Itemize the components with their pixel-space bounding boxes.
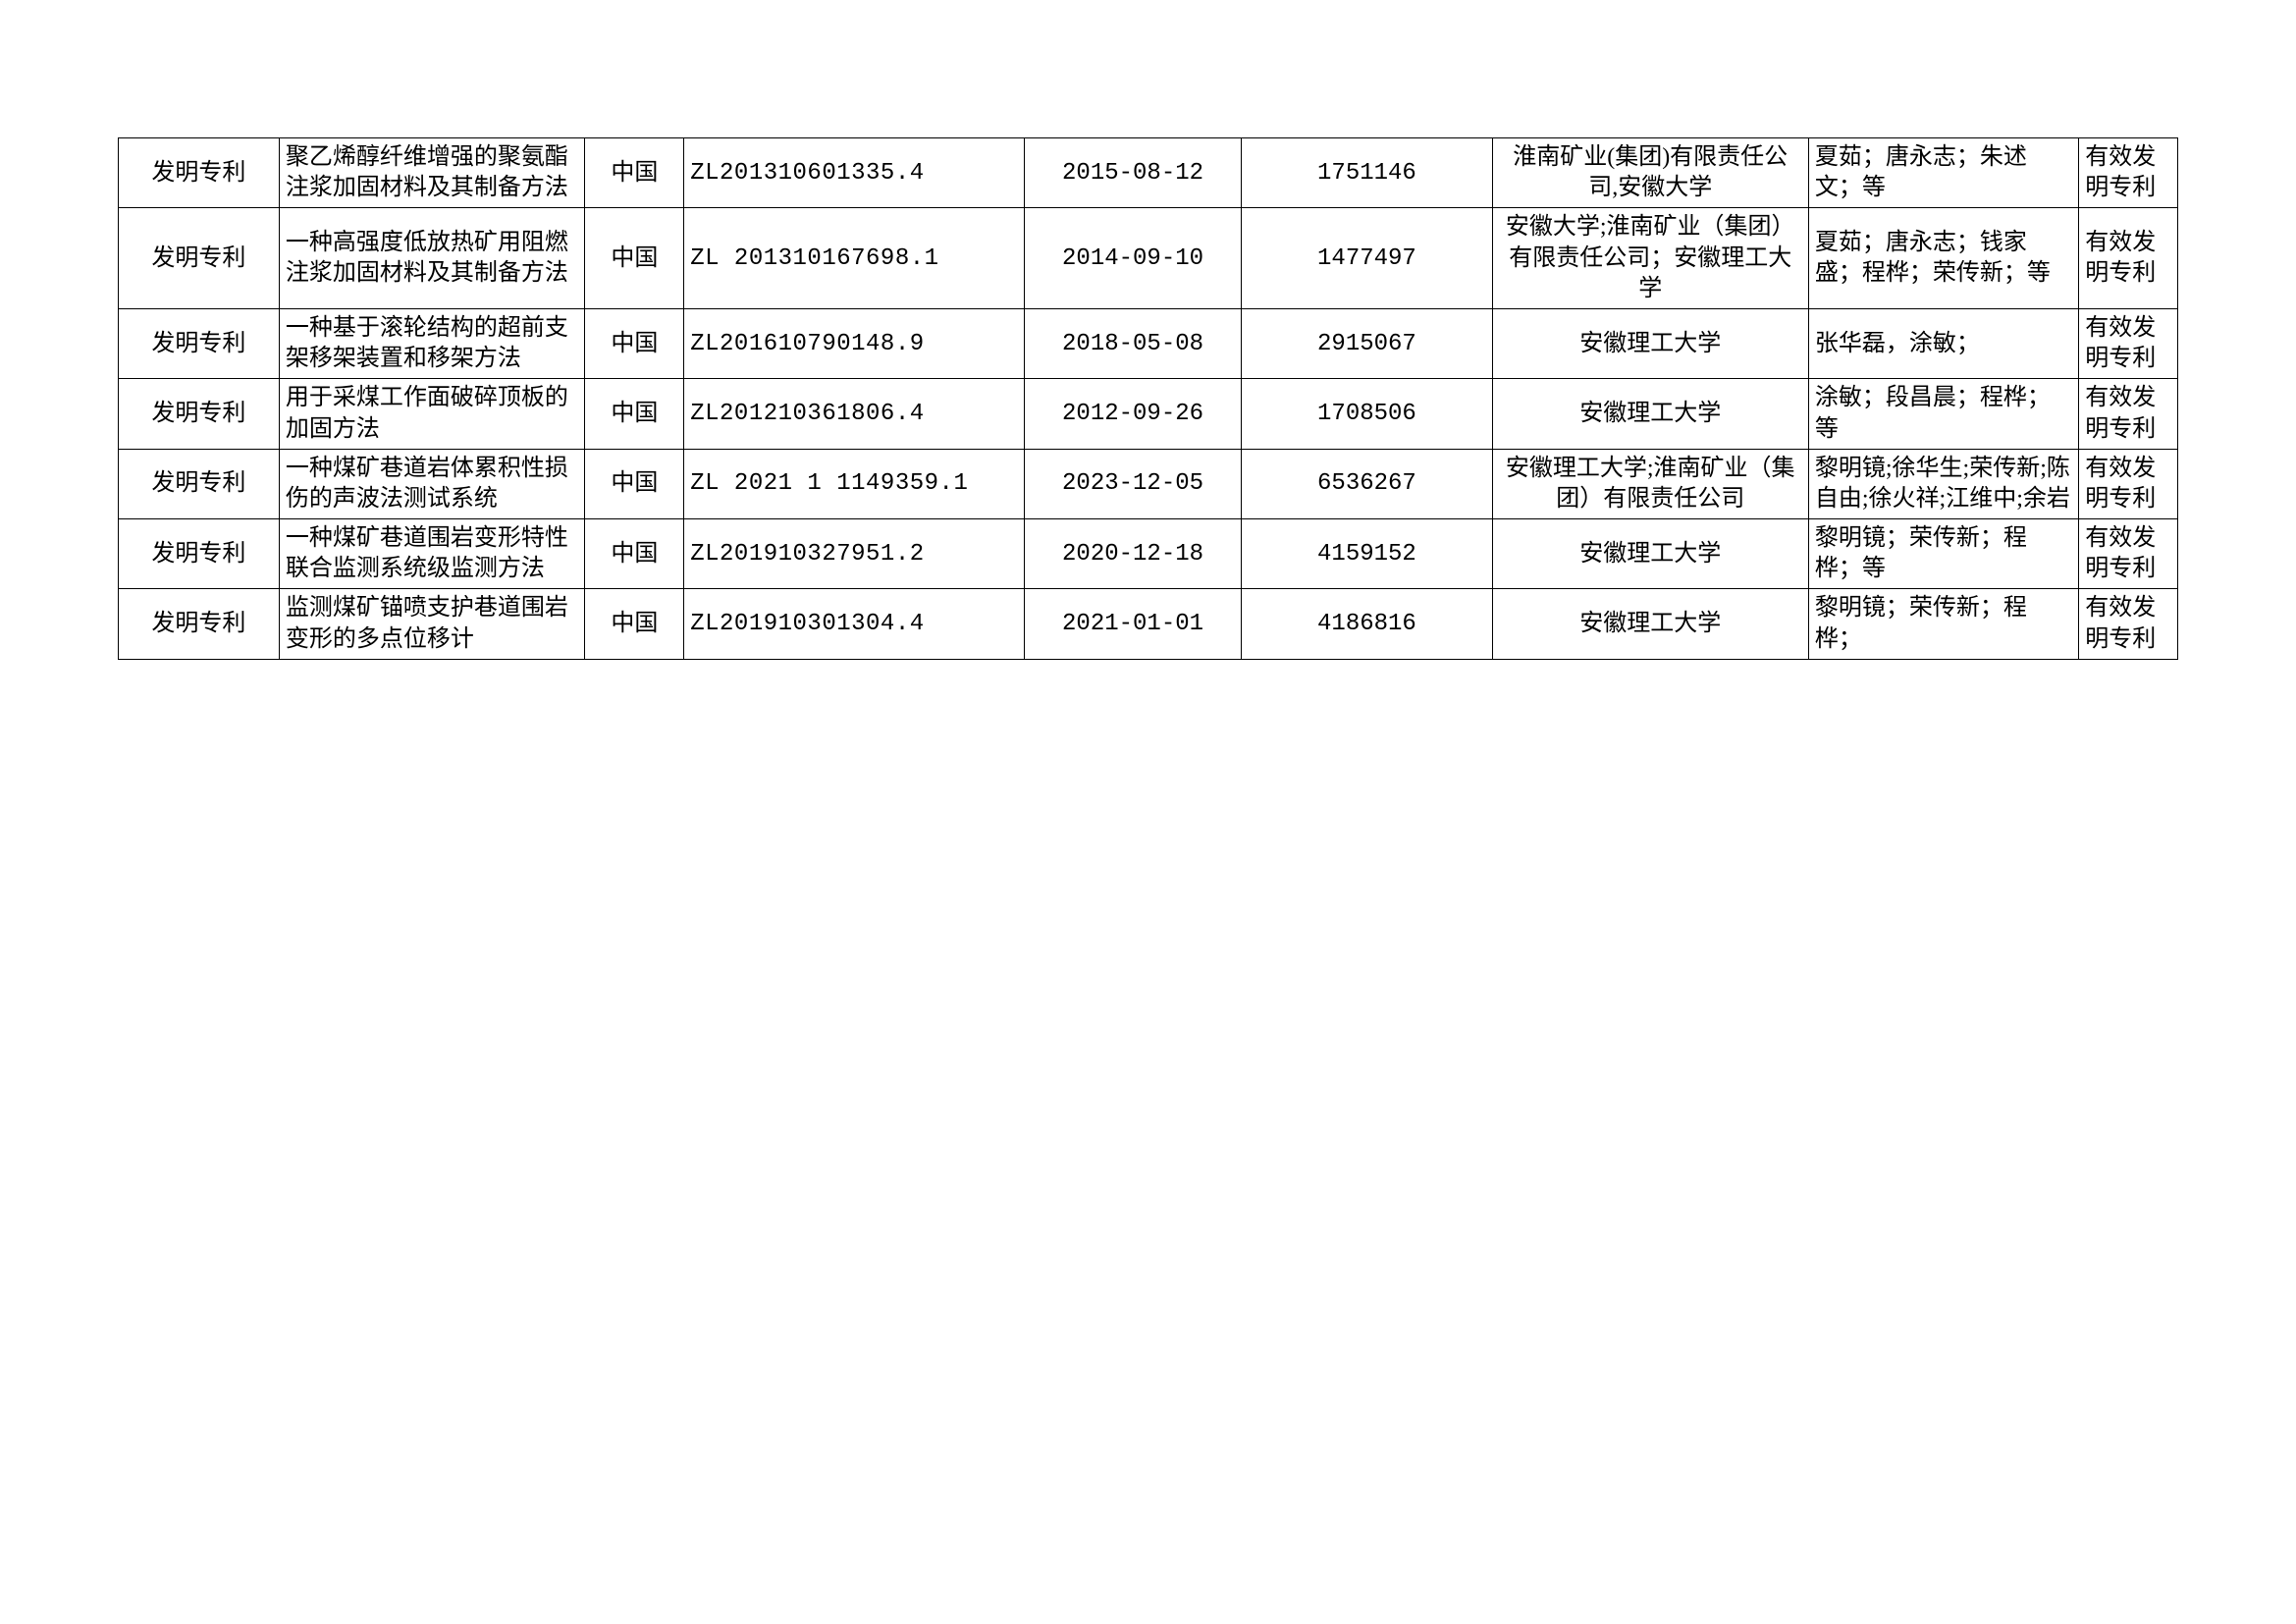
cell-authors: 涂敏；段昌晨；程桦；等 (1808, 379, 2078, 449)
cell-date: 2015-08-12 (1024, 138, 1242, 208)
cell-status: 有效发明专利 (2079, 138, 2178, 208)
cell-authors: 黎明镜;徐华生;荣传新;陈自由;徐火祥;江维中;余岩 (1808, 449, 2078, 518)
cell-status: 有效发明专利 (2079, 379, 2178, 449)
cell-date: 2018-05-08 (1024, 308, 1242, 378)
cell-holder: 安徽大学;淮南矿业（集团）有限责任公司；安徽理工大学 (1492, 208, 1808, 309)
cell-type: 发明专利 (119, 589, 280, 659)
table-row: 发明专利 监测煤矿锚喷支护巷道围岩变形的多点位移计 中国 ZL201910301… (119, 589, 2178, 659)
table-row: 发明专利 聚乙烯醇纤维增强的聚氨酯注浆加固材料及其制备方法 中国 ZL20131… (119, 138, 2178, 208)
cell-country: 中国 (585, 379, 684, 449)
cell-title: 监测煤矿锚喷支护巷道围岩变形的多点位移计 (279, 589, 585, 659)
cell-status: 有效发明专利 (2079, 449, 2178, 518)
table-row: 发明专利 一种煤矿巷道岩体累积性损伤的声波法测试系统 中国 ZL 2021 1 … (119, 449, 2178, 518)
cell-holder: 淮南矿业(集团)有限责任公司,安徽大学 (1492, 138, 1808, 208)
cell-status: 有效发明专利 (2079, 589, 2178, 659)
cell-status: 有效发明专利 (2079, 308, 2178, 378)
cell-title: 一种基于滚轮结构的超前支架移架装置和移架方法 (279, 308, 585, 378)
table-row: 发明专利 一种基于滚轮结构的超前支架移架装置和移架方法 中国 ZL2016107… (119, 308, 2178, 378)
cell-title: 一种煤矿巷道围岩变形特性联合监测系统级监测方法 (279, 519, 585, 589)
table-row: 发明专利 一种煤矿巷道围岩变形特性联合监测系统级监测方法 中国 ZL201910… (119, 519, 2178, 589)
cell-country: 中国 (585, 308, 684, 378)
cell-title: 用于采煤工作面破碎顶板的加固方法 (279, 379, 585, 449)
cell-date: 2020-12-18 (1024, 519, 1242, 589)
table-row: 发明专利 一种高强度低放热矿用阻燃注浆加固材料及其制备方法 中国 ZL 2013… (119, 208, 2178, 309)
cell-date: 2014-09-10 (1024, 208, 1242, 309)
table-row: 发明专利 用于采煤工作面破碎顶板的加固方法 中国 ZL201210361806.… (119, 379, 2178, 449)
cell-country: 中国 (585, 449, 684, 518)
patent-table: 发明专利 聚乙烯醇纤维增强的聚氨酯注浆加固材料及其制备方法 中国 ZL20131… (118, 137, 2178, 660)
cell-authors: 黎明镜；荣传新；程桦； (1808, 589, 2078, 659)
cell-patent-number: ZL201210361806.4 (684, 379, 1025, 449)
cell-title: 一种高强度低放热矿用阻燃注浆加固材料及其制备方法 (279, 208, 585, 309)
cell-title: 一种煤矿巷道岩体累积性损伤的声波法测试系统 (279, 449, 585, 518)
cell-holder: 安徽理工大学 (1492, 379, 1808, 449)
cell-date: 2012-09-26 (1024, 379, 1242, 449)
cell-patent-number: ZL201610790148.9 (684, 308, 1025, 378)
cell-status: 有效发明专利 (2079, 208, 2178, 309)
cell-type: 发明专利 (119, 208, 280, 309)
cell-patent-number: ZL201910327951.2 (684, 519, 1025, 589)
cell-patent-number: ZL201310601335.4 (684, 138, 1025, 208)
cell-type: 发明专利 (119, 379, 280, 449)
cell-date: 2023-12-05 (1024, 449, 1242, 518)
cell-holder: 安徽理工大学 (1492, 519, 1808, 589)
cell-id: 1751146 (1242, 138, 1492, 208)
cell-patent-number: ZL201910301304.4 (684, 589, 1025, 659)
cell-country: 中国 (585, 138, 684, 208)
cell-type: 发明专利 (119, 519, 280, 589)
cell-patent-number: ZL 201310167698.1 (684, 208, 1025, 309)
cell-date: 2021-01-01 (1024, 589, 1242, 659)
cell-type: 发明专利 (119, 138, 280, 208)
cell-holder: 安徽理工大学 (1492, 589, 1808, 659)
cell-country: 中国 (585, 589, 684, 659)
cell-country: 中国 (585, 519, 684, 589)
cell-holder: 安徽理工大学 (1492, 308, 1808, 378)
cell-id: 4159152 (1242, 519, 1492, 589)
cell-id: 1708506 (1242, 379, 1492, 449)
cell-id: 6536267 (1242, 449, 1492, 518)
cell-holder: 安徽理工大学;淮南矿业（集团）有限责任公司 (1492, 449, 1808, 518)
cell-id: 4186816 (1242, 589, 1492, 659)
cell-authors: 夏茹；唐永志；朱述文；等 (1808, 138, 2078, 208)
cell-patent-number: ZL 2021 1 1149359.1 (684, 449, 1025, 518)
cell-type: 发明专利 (119, 308, 280, 378)
cell-authors: 张华磊，涂敏； (1808, 308, 2078, 378)
cell-id: 1477497 (1242, 208, 1492, 309)
cell-authors: 黎明镜；荣传新；程桦；等 (1808, 519, 2078, 589)
cell-type: 发明专利 (119, 449, 280, 518)
cell-status: 有效发明专利 (2079, 519, 2178, 589)
cell-id: 2915067 (1242, 308, 1492, 378)
cell-title: 聚乙烯醇纤维增强的聚氨酯注浆加固材料及其制备方法 (279, 138, 585, 208)
table-body: 发明专利 聚乙烯醇纤维增强的聚氨酯注浆加固材料及其制备方法 中国 ZL20131… (119, 138, 2178, 660)
cell-country: 中国 (585, 208, 684, 309)
cell-authors: 夏茹；唐永志；钱家盛；程桦；荣传新；等 (1808, 208, 2078, 309)
document-page: 发明专利 聚乙烯醇纤维增强的聚氨酯注浆加固材料及其制备方法 中国 ZL20131… (0, 0, 2296, 1624)
